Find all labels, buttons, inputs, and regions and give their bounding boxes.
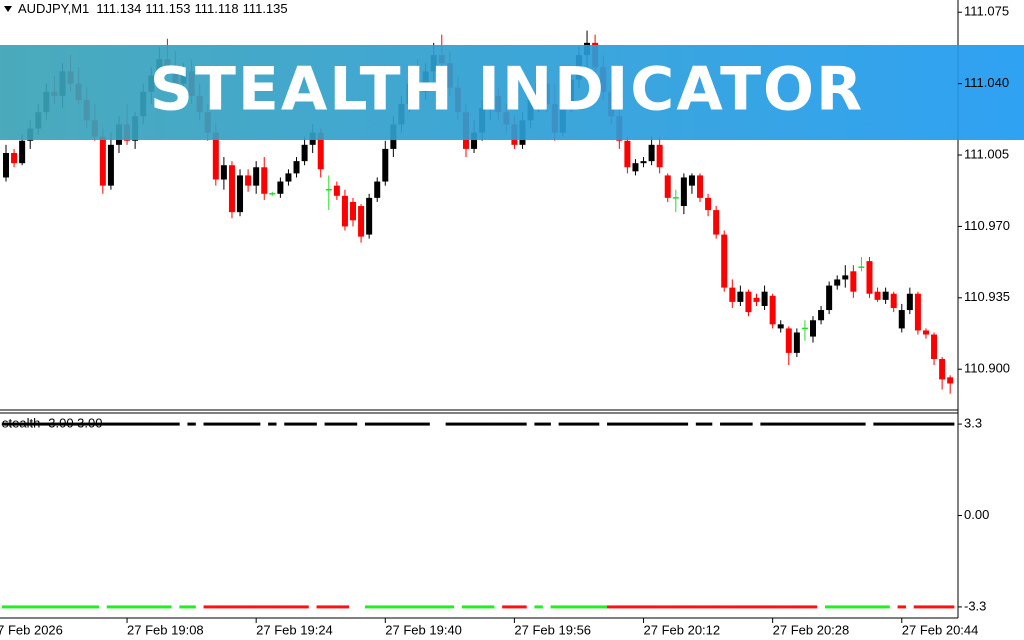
candle-body: [826, 285, 833, 311]
candle-body: [471, 132, 478, 149]
candle-body: [656, 144, 663, 168]
candle-body: [874, 291, 881, 300]
y-tick-label: 3.3: [964, 416, 982, 431]
candle-body: [648, 144, 655, 162]
candle-body: [939, 359, 946, 380]
y-tick-label: 110.935: [964, 289, 1010, 304]
candle-body: [680, 177, 687, 207]
quote-open: 111.134: [96, 1, 141, 16]
candle-body: [99, 136, 106, 186]
y-tick-label: 110.900: [964, 361, 1010, 376]
candle-body: [228, 165, 235, 213]
candle-body: [19, 140, 26, 164]
y-tick-label: 111.040: [964, 75, 1009, 90]
candle-body: [382, 148, 389, 182]
candle-body: [333, 185, 340, 196]
candle-body: [890, 293, 897, 309]
candle-body: [3, 152, 9, 178]
candle-body: [366, 197, 373, 235]
candle-body: [931, 334, 938, 360]
candle-body: [906, 293, 913, 311]
x-tick-label: 27 Feb 19:40: [385, 622, 462, 637]
candle-body: [212, 132, 219, 180]
candle-body: [834, 279, 841, 286]
candle-body: [374, 181, 381, 198]
candle-body: [810, 320, 816, 337]
candle-body: [705, 197, 712, 211]
candle-body: [745, 291, 752, 313]
chart-header: AUDJPY,M1 111.134 111.153 111.118 111.135: [18, 1, 288, 16]
y-tick-label: 0.00: [964, 507, 989, 522]
candle-body: [245, 175, 252, 186]
y-tick-label: 110.970: [964, 218, 1010, 233]
candle-body: [713, 210, 720, 235]
candle-body: [317, 132, 324, 170]
quote-close: 111.135: [243, 1, 288, 16]
candle-body: [721, 234, 728, 288]
candle-body: [253, 167, 260, 186]
candle-body: [624, 140, 631, 168]
candle-body: [350, 201, 357, 221]
candle-body: [341, 195, 348, 227]
candle-body: [898, 310, 905, 329]
y-tick-label: -3.3: [964, 598, 986, 613]
candle-body: [850, 271, 857, 292]
candle-body: [237, 175, 244, 213]
candle-body: [785, 328, 792, 353]
candle-body: [793, 332, 800, 353]
candle-body: [818, 310, 825, 321]
candle-body: [261, 167, 268, 194]
candle-body: [769, 295, 776, 325]
x-tick-label: 27 Feb 20:12: [644, 622, 721, 637]
indicator-label: stealth -3.00 3.00: [2, 415, 102, 430]
candle-body: [358, 206, 365, 237]
candle-body: [882, 291, 889, 300]
candle-body: [277, 181, 284, 194]
candle-body: [914, 293, 921, 331]
candle-body: [11, 152, 18, 164]
y-tick-label: 111.005: [964, 146, 1009, 161]
candle-body: [688, 175, 695, 186]
candle-body: [777, 324, 784, 329]
menu-arrow[interactable]: [4, 6, 12, 12]
x-tick-label: 27 Feb 2026: [0, 622, 63, 637]
quote-high: 111.153: [145, 1, 190, 16]
candle-body: [285, 173, 292, 182]
y-tick-label: 111.075: [964, 4, 1009, 19]
candle-body: [737, 291, 744, 302]
candle-body: [293, 161, 300, 174]
x-tick-label: 27 Feb 19:24: [256, 622, 333, 637]
candle-body: [729, 287, 736, 302]
candle-body: [866, 261, 873, 294]
candle-body: [947, 377, 954, 384]
candle-body: [301, 144, 308, 162]
candle-body: [761, 291, 768, 306]
candle-body: [664, 175, 671, 198]
candle-body: [697, 175, 704, 198]
quote-low: 111.118: [194, 1, 238, 16]
x-tick-label: 27 Feb 20:44: [902, 622, 979, 637]
candle-body: [107, 144, 114, 186]
candle-body: [640, 161, 647, 164]
symbol: AUDJPY,M1: [18, 1, 89, 16]
candle-body: [632, 163, 639, 172]
x-tick-label: 27 Feb 19:08: [127, 622, 204, 637]
banner: [0, 45, 1024, 140]
x-tick-label: 27 Feb 19:56: [514, 622, 591, 637]
candle-body: [753, 297, 760, 302]
candle-body: [220, 165, 227, 180]
x-tick-label: 27 Feb 20:28: [773, 622, 850, 637]
banner-title: STEALTH INDICATOR: [150, 55, 865, 125]
candle-body: [922, 330, 929, 335]
candle-body: [842, 275, 849, 280]
